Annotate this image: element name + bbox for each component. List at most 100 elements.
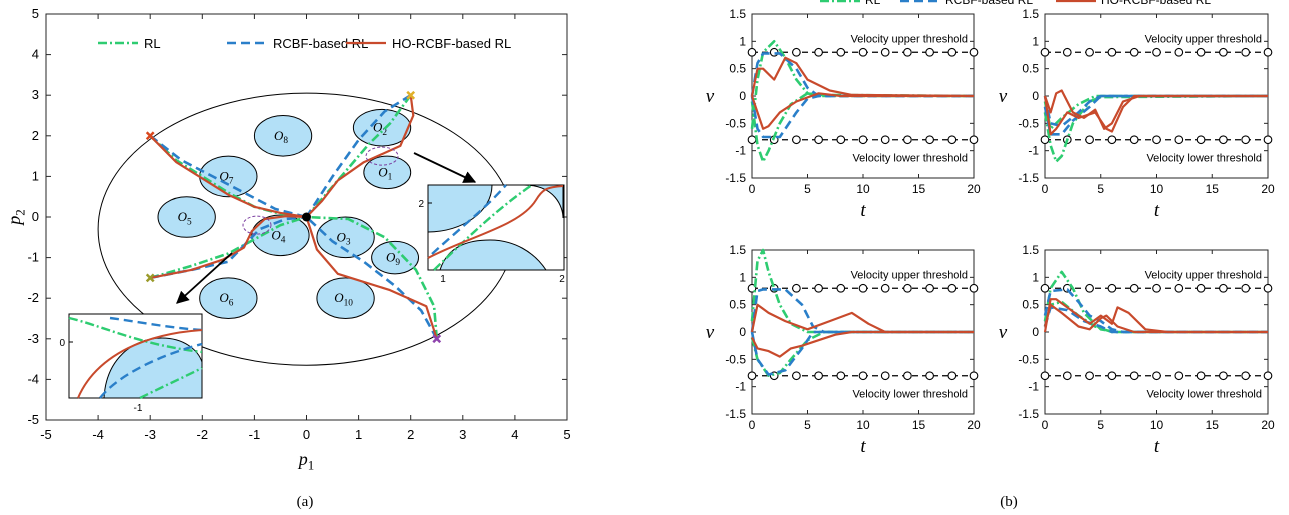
- threshold-marker: [1107, 371, 1117, 381]
- y-tick-label: 1.5: [729, 243, 746, 257]
- threshold-marker: [792, 135, 801, 145]
- y-tick-label: 5: [32, 6, 39, 21]
- y-tick-label: 1: [1032, 270, 1039, 284]
- x-axis-label: t: [860, 200, 866, 221]
- velocity-line: [750, 303, 974, 334]
- threshold-marker: [969, 283, 979, 293]
- zoom-region: [242, 215, 272, 235]
- lower-threshold-label: Velocity lower threshold: [852, 389, 968, 401]
- x-tick-label: 15: [912, 182, 926, 196]
- x-tick-label: 15: [1206, 182, 1220, 196]
- velocity-subplot: 0 5 10 15 20 -1.5 -1 -0.5 0 0.5 1 1.5 t v Velocity upp…: [706, 7, 981, 221]
- inset-line: [431, 184, 507, 255]
- velocity-line: [1043, 94, 1268, 136]
- velocity-line: [750, 56, 975, 98]
- trajectory-line: [149, 215, 307, 279]
- x-tick-label: 5: [804, 418, 811, 432]
- y-tick-label: -0.5: [725, 352, 746, 366]
- inset-tick-label: 1: [440, 274, 446, 285]
- threshold-marker: [1152, 283, 1161, 293]
- velocity-subplot: 0 5 10 15 20 -1.5 -1 -0.5 0 0.5 1 1.5 t v Velocity upp…: [999, 7, 1275, 221]
- obstacle-label: O9: [386, 250, 400, 268]
- x-tick-label: -1: [249, 427, 261, 442]
- y-axis-label: v: [706, 86, 715, 107]
- threshold-marker: [858, 135, 868, 145]
- y-tick-label: -1: [735, 144, 746, 158]
- threshold-marker: [903, 283, 912, 293]
- obstacle-label: O3: [337, 229, 351, 247]
- x-tick-label: 20: [1261, 182, 1275, 196]
- y-tick-label: 0: [739, 89, 746, 103]
- y-axis-label: v: [999, 322, 1008, 343]
- x-tick-label: -3: [144, 427, 156, 442]
- threshold-marker: [1263, 283, 1273, 293]
- y-tick-label: 1.5: [729, 7, 746, 21]
- threshold-marker: [814, 371, 823, 381]
- inset-tick-label: 0: [59, 338, 65, 349]
- threshold-marker: [1219, 371, 1228, 381]
- x-tick-label: 20: [1261, 418, 1275, 432]
- start-marker: [145, 273, 155, 283]
- obstacle-label: O5: [178, 209, 192, 227]
- y-axis-label: v: [999, 86, 1008, 107]
- start-marker: [145, 131, 155, 141]
- threshold-marker: [1241, 47, 1251, 57]
- x-tick-label: 20: [967, 182, 981, 196]
- velocity-line: [1043, 298, 1268, 334]
- velocity-line: [750, 330, 974, 376]
- threshold-marker: [792, 283, 801, 293]
- threshold-marker: [1152, 135, 1161, 145]
- threshold-marker: [903, 135, 912, 145]
- threshold-marker: [1085, 135, 1094, 145]
- threshold-marker: [1062, 371, 1072, 381]
- zoom-inset: 2 1 2: [418, 184, 565, 285]
- x-tick-label: 2: [407, 427, 414, 442]
- threshold-marker: [925, 135, 934, 145]
- trajectory-line: [305, 95, 415, 218]
- trajectory-line: [149, 215, 307, 280]
- y-tick-label: -1: [735, 380, 746, 394]
- zoom-arrow: [413, 152, 477, 183]
- threshold-marker: [858, 283, 868, 293]
- y-tick-label: -5: [27, 412, 39, 427]
- trajectory-line: [305, 216, 438, 340]
- velocity-line: [750, 40, 974, 129]
- inset-obstacle: [103, 337, 203, 399]
- x-tick-label: 10: [1150, 182, 1164, 196]
- upper-threshold-label: Velocity upper threshold: [1145, 33, 1262, 45]
- x-tick-label: 10: [856, 182, 870, 196]
- y-tick-label: 0: [1032, 325, 1039, 339]
- velocity-line: [750, 92, 974, 130]
- obstacle: [157, 196, 216, 238]
- y-axis-label: p2: [4, 209, 28, 226]
- threshold-marker: [814, 47, 823, 57]
- threshold-marker: [1196, 283, 1206, 293]
- y-tick-label: -0.5: [1018, 116, 1039, 130]
- x-axis-label: t: [1154, 436, 1160, 457]
- legend-label: RL: [144, 36, 161, 51]
- threshold-marker: [1129, 47, 1139, 57]
- y-tick-label: 3: [32, 87, 39, 102]
- legend: RL RCBF-based RL HO-RCBF-based RL: [820, 0, 1211, 7]
- y-tick-label: 0.5: [729, 298, 746, 312]
- threshold-marker: [1129, 371, 1139, 381]
- lower-threshold-label: Velocity lower threshold: [1146, 389, 1262, 401]
- y-tick-label: -1.5: [1018, 171, 1039, 185]
- inset-tick-label: 2: [418, 199, 424, 210]
- threshold-marker: [1152, 371, 1161, 381]
- threshold-marker: [1241, 135, 1251, 145]
- caption-a: (a): [297, 494, 314, 510]
- threshold-marker: [1107, 283, 1117, 293]
- obstacle-label: O7: [219, 168, 233, 186]
- threshold-marker: [947, 47, 957, 57]
- threshold-marker: [1085, 283, 1094, 293]
- inset-tick-label: 2: [559, 274, 565, 285]
- threshold-marker: [814, 135, 823, 145]
- upper-threshold-label: Velocity upper threshold: [1145, 269, 1262, 281]
- threshold-marker: [947, 371, 957, 381]
- y-tick-label: 4: [32, 47, 39, 62]
- threshold-marker: [1174, 135, 1184, 145]
- zoom-arrow: [176, 252, 233, 304]
- x-tick-label: -5: [40, 427, 52, 442]
